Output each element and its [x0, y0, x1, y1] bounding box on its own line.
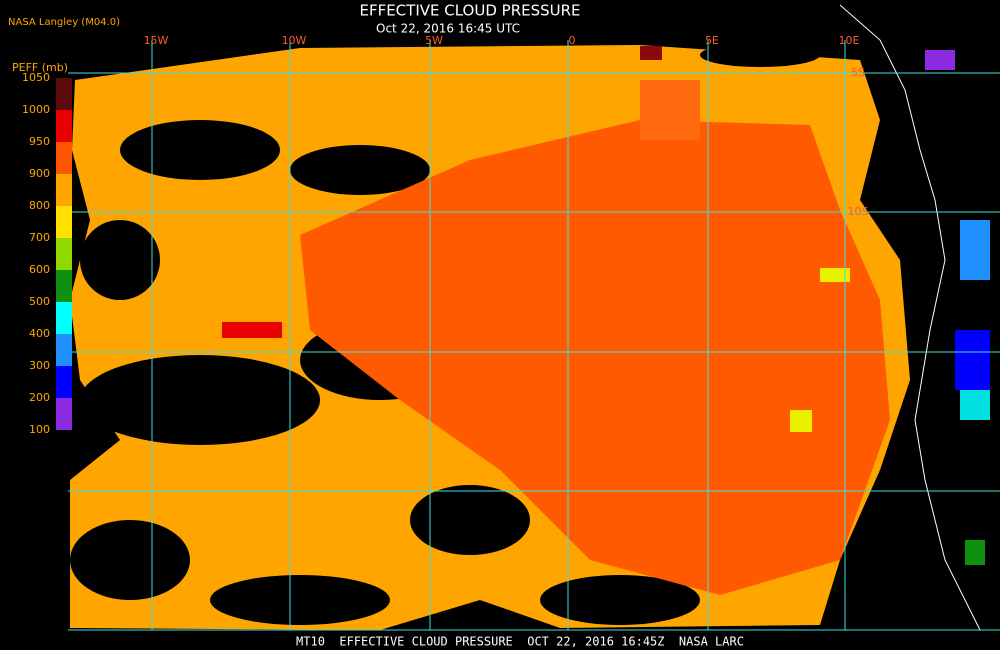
legend-swatch [56, 78, 72, 110]
timestamp: Oct 22, 2016 16:45 UTC [376, 22, 520, 36]
legend-swatch [56, 206, 72, 238]
legend: 1050 1000 950 900 800 700 600 500 400 300 200 100 [22, 71, 72, 436]
longitude-label: 10W [282, 34, 307, 47]
cloud-field [70, 43, 910, 630]
longitude-label: 10E [839, 34, 860, 47]
legend-label: 100 [29, 423, 50, 436]
legend-swatch [56, 334, 72, 366]
legend-label: 900 [29, 167, 50, 180]
latitude-label: 5S [851, 66, 865, 79]
legend-swatch [56, 110, 72, 142]
legend-label: 600 [29, 263, 50, 276]
land [839, 4, 1000, 631]
legend-label: 500 [29, 295, 50, 308]
legend-label: 400 [29, 327, 50, 340]
legend-swatch [56, 142, 72, 174]
longitude-label: 5E [705, 34, 719, 47]
legend-label: 700 [29, 231, 50, 244]
clear-sky [70, 520, 190, 600]
land-mass [840, 5, 1000, 630]
longitude-label: 15W [144, 34, 169, 47]
land-cloud [965, 540, 985, 565]
clear-sky [700, 43, 820, 67]
clear-sky [410, 485, 530, 555]
clear-sky [80, 355, 320, 445]
legend-swatch [56, 398, 72, 430]
legend-label: 300 [29, 359, 50, 372]
land-cloud [955, 330, 990, 390]
longitude-label: 0 [569, 34, 576, 47]
mid-cloud [300, 120, 890, 595]
legend-swatch [56, 302, 72, 334]
clear-sky [80, 220, 160, 300]
legend-label: 200 [29, 391, 50, 404]
longitude-label: 5W [425, 34, 443, 47]
legend-title: PEFF (mb) [12, 61, 68, 74]
clear-sky [290, 145, 430, 195]
high-cloud [640, 46, 662, 60]
legend-swatch [56, 366, 72, 398]
latitude-label: 10S [848, 205, 869, 218]
legend-label: 800 [29, 199, 50, 212]
legend-label: 1000 [22, 103, 50, 116]
footer: MT10 EFFECTIVE CLOUD PRESSURE OCT 22, 20… [296, 635, 744, 649]
land-cloud [960, 220, 990, 280]
source: NASA Langley (M04.0) [8, 17, 120, 28]
graticule: 15W 10W 5W 0 5E 10E 5S 10S [68, 34, 1000, 631]
land-cloud [925, 50, 955, 70]
high-cloud [222, 322, 282, 338]
high-cloud [790, 410, 812, 432]
high-cloud [820, 268, 850, 282]
legend-swatch [56, 174, 72, 206]
legend-swatch [56, 238, 72, 270]
legend-swatch [56, 270, 72, 302]
mid-cloud [640, 80, 700, 140]
legend-label: 950 [29, 135, 50, 148]
clear-sky [120, 120, 280, 180]
clear-sky [540, 575, 700, 625]
legend-label: 1050 [22, 71, 50, 84]
clear-sky [210, 575, 390, 625]
land-cloud [960, 390, 990, 420]
title: EFFECTIVE CLOUD PRESSURE [359, 2, 580, 20]
